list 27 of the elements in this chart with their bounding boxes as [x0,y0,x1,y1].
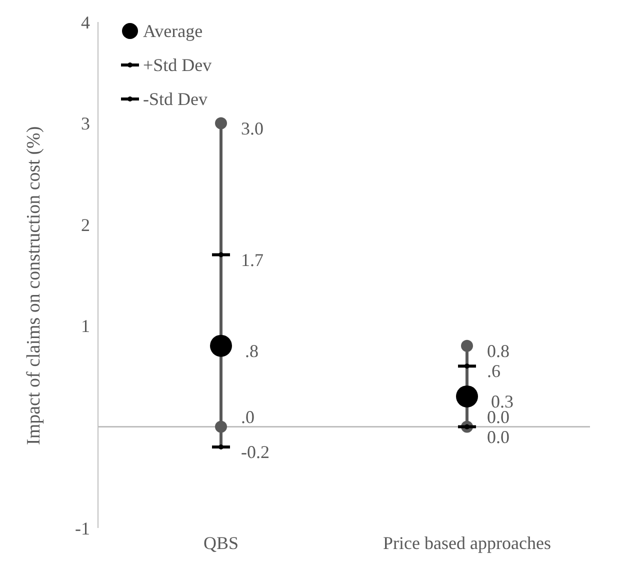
legend-label: -Std Dev [143,88,208,111]
point [218,444,224,450]
point [464,364,470,369]
point [210,334,232,357]
data-label: 3.0 [241,118,264,138]
point [215,420,227,433]
x-tick-label: QBS [203,532,239,553]
data-label: 0.8 [487,340,510,361]
data-label: 0.0 [487,426,510,447]
data-label: .6 [487,361,500,382]
data-label: -0.2 [241,442,270,462]
data-label: .0 [241,406,254,427]
y-tick-label: 1 [81,316,90,336]
legend-label: +Std Dev [143,54,212,77]
point [218,252,224,258]
point [461,340,473,352]
y-tick-label: 4 [81,12,90,32]
point [456,385,478,408]
point [215,117,227,130]
y-axis-title: Impact of claims on construction cost (%) [24,126,45,445]
y-tick-label: 2 [81,214,90,235]
y-tick-label: -1 [75,518,90,538]
x-tick-label: Price based approaches [383,532,551,553]
y-tick-label: 3 [81,114,90,134]
data-label: .8 [245,340,258,361]
legend-label: Average [143,20,203,43]
data-label: 1.7 [241,250,264,270]
